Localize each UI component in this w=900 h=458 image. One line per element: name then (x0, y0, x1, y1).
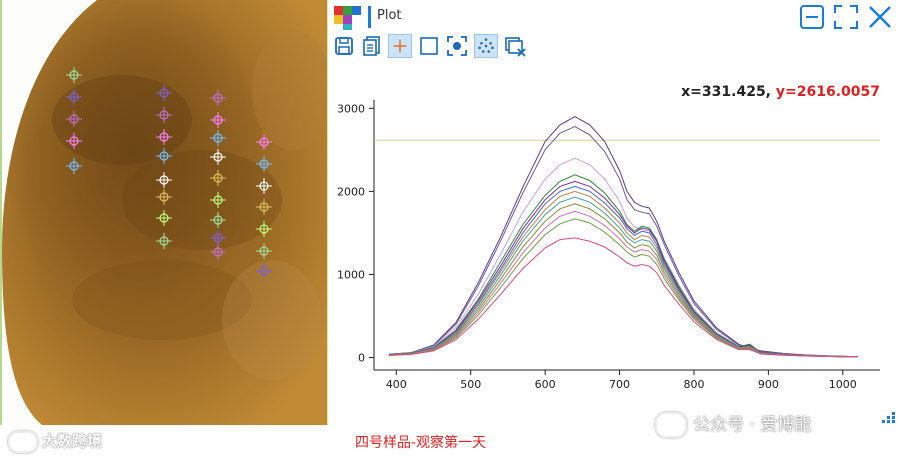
close-button[interactable] (866, 3, 894, 31)
marker-crosshair (156, 172, 172, 188)
zoom-fit-icon[interactable] (445, 34, 469, 58)
marker-crosshair (210, 244, 226, 260)
app-logo-icon (334, 6, 361, 30)
marker-crosshair (256, 134, 272, 150)
camera-image (0, 0, 328, 425)
marker-crosshair (156, 129, 172, 145)
marker-crosshair (256, 156, 272, 172)
marker-crosshair (210, 90, 226, 106)
marker-crosshair (156, 148, 172, 164)
wechat-logo-icon (8, 430, 38, 453)
marker-crosshair (256, 178, 272, 194)
marker-crosshair (210, 212, 226, 228)
y-tick-label: 1000 (337, 268, 365, 281)
maximize-button[interactable] (832, 3, 860, 31)
series-line (388, 126, 858, 358)
crosshair-icon[interactable] (388, 34, 412, 58)
watermark-bottom-left: 大数跨境 (8, 430, 102, 453)
series-line (388, 116, 858, 358)
watermark-bottom-right: 公众号 · 爱博能 (655, 410, 811, 438)
marker-crosshair (66, 111, 82, 127)
marker-crosshair (210, 112, 226, 128)
marker-crosshair (66, 89, 82, 105)
marker-crosshair (210, 192, 226, 208)
marker-crosshair (210, 230, 226, 246)
series-line (388, 237, 858, 358)
title-separator (368, 6, 371, 28)
chart-series (388, 116, 858, 358)
marker-crosshair (66, 67, 82, 83)
marker-crosshair (210, 130, 226, 146)
marker-crosshair (256, 199, 272, 215)
x-tick-label: 900 (758, 378, 779, 390)
plot-window: Plot (328, 0, 900, 425)
marker-crosshair (156, 233, 172, 249)
image-caption: 四号样品-观察第一天 (355, 435, 487, 451)
y-tick-label: 3000 (337, 102, 365, 115)
marker-crosshair (210, 170, 226, 186)
cursor-x-readout: x=331.425, (681, 84, 772, 100)
spectrum-chart[interactable]: 400 500 600 700 800 900 1000 0 1000 2000 3000 (328, 95, 900, 390)
corner-dots-icon (882, 412, 895, 423)
plot-toolbar (328, 32, 900, 60)
marker-crosshair (156, 189, 172, 205)
marker-crosshair (66, 133, 82, 149)
y-tick-label: 2000 (337, 185, 365, 198)
sample-image (2, 0, 328, 425)
rectangle-icon[interactable] (417, 34, 441, 58)
measurement-markers (66, 67, 272, 279)
wechat-logo-icon (655, 412, 687, 438)
watermark-left-text: 大数跨境 (42, 432, 103, 450)
title-bar: Plot (328, 0, 900, 32)
cursor-y-readout: y=2616.0057 (775, 84, 880, 100)
y-tick-label: 0 (358, 352, 365, 365)
x-tick-label: 700 (609, 378, 630, 390)
marker-crosshair (156, 210, 172, 226)
x-tick-label: 600 (535, 378, 556, 390)
marker-crosshair (256, 263, 272, 279)
points-icon[interactable] (474, 34, 498, 58)
clear-selection-icon[interactable] (503, 34, 527, 58)
marker-crosshair (256, 221, 272, 237)
x-tick-label: 500 (460, 378, 481, 390)
x-tick-label: 800 (683, 378, 704, 390)
window-title: Plot (377, 8, 402, 23)
marker-crosshair (156, 85, 172, 101)
x-tick-label: 400 (386, 378, 407, 390)
save-icon[interactable] (332, 34, 356, 58)
marker-crosshair (256, 243, 272, 259)
minimize-button[interactable] (798, 3, 826, 31)
marker-crosshair (156, 107, 172, 123)
marker-crosshair (210, 149, 226, 165)
chart-axes: 400 500 600 700 800 900 1000 0 1000 2000 3000 (337, 100, 880, 390)
x-tick-label: 1000 (829, 378, 857, 390)
watermark-right-text: 公众号 · 爱博能 (693, 415, 812, 435)
document-icon[interactable] (360, 34, 384, 58)
cursor-readout: x=331.425, y=2616.0057 (681, 84, 880, 100)
marker-crosshair (66, 158, 82, 174)
